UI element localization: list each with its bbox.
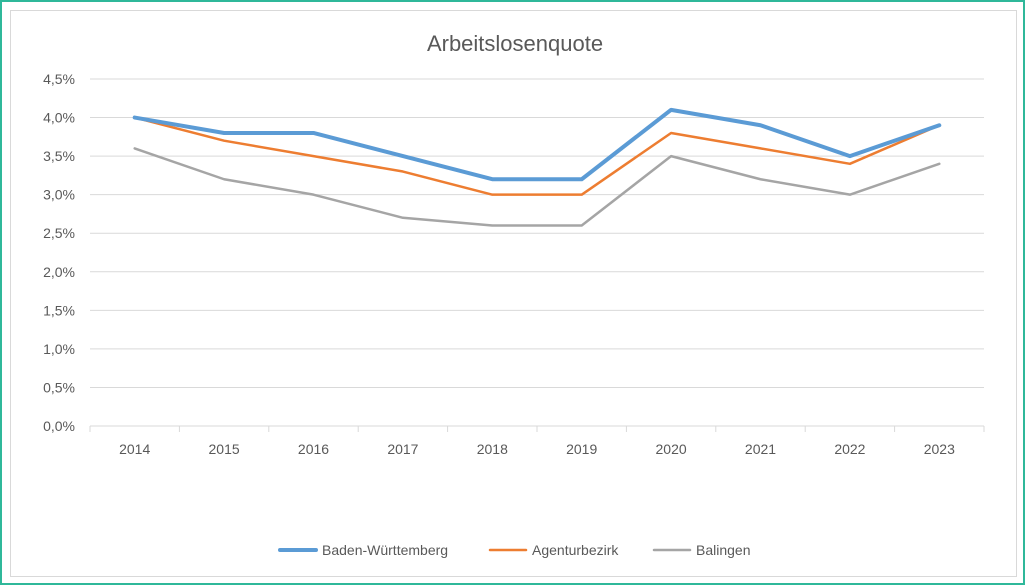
y-tick-label: 1,0% xyxy=(43,341,75,357)
series-line-baden-w-rttemberg xyxy=(132,107,942,182)
y-tick-label: 4,5% xyxy=(43,71,75,87)
x-axis: 2014 2015 2016 2017 2018 2019 2020 2021 2022 2023 xyxy=(89,426,985,457)
y-tick-label: 4,0% xyxy=(43,110,75,126)
y-tick-label: 1,5% xyxy=(43,302,75,318)
series-line-agenturbezirk xyxy=(133,116,941,196)
legend-label: Baden-Württemberg xyxy=(322,542,448,558)
x-tick-label: 2017 xyxy=(387,441,418,457)
series-lines xyxy=(132,107,942,227)
y-tick-label: 3,0% xyxy=(43,187,75,203)
x-tick-label: 2016 xyxy=(298,441,329,457)
legend-label: Agenturbezirk xyxy=(532,542,619,558)
y-axis-tick-labels: 0,0% 0,5% 1,0% 1,5% 2,0% 2,5% 3,0% 3,5% 4,0% 4,5% xyxy=(43,71,75,434)
y-tick-label: 2,0% xyxy=(43,264,75,280)
x-tick-label: 2023 xyxy=(924,441,955,457)
x-tick-label: 2019 xyxy=(566,441,597,457)
x-tick-label: 2021 xyxy=(745,441,776,457)
legend-label: Balingen xyxy=(696,542,751,558)
x-tick-label: 2015 xyxy=(209,441,240,457)
x-tick-label: 2014 xyxy=(119,441,150,457)
x-tick-label: 2022 xyxy=(834,441,865,457)
x-tick-label: 2020 xyxy=(656,441,687,457)
y-tick-label: 3,5% xyxy=(43,148,75,164)
legend: Baden-Württemberg Agenturbezirk Balingen xyxy=(278,542,751,558)
series-line-balingen xyxy=(133,147,941,227)
chart-area-border xyxy=(10,10,1017,577)
x-tick-label: 2018 xyxy=(477,441,508,457)
gridlines xyxy=(90,78,984,427)
y-tick-label: 2,5% xyxy=(43,225,75,241)
y-tick-label: 0,5% xyxy=(43,379,75,395)
chart-title: Arbeitslosenquote xyxy=(427,31,603,56)
y-tick-label: 0,0% xyxy=(43,418,75,434)
